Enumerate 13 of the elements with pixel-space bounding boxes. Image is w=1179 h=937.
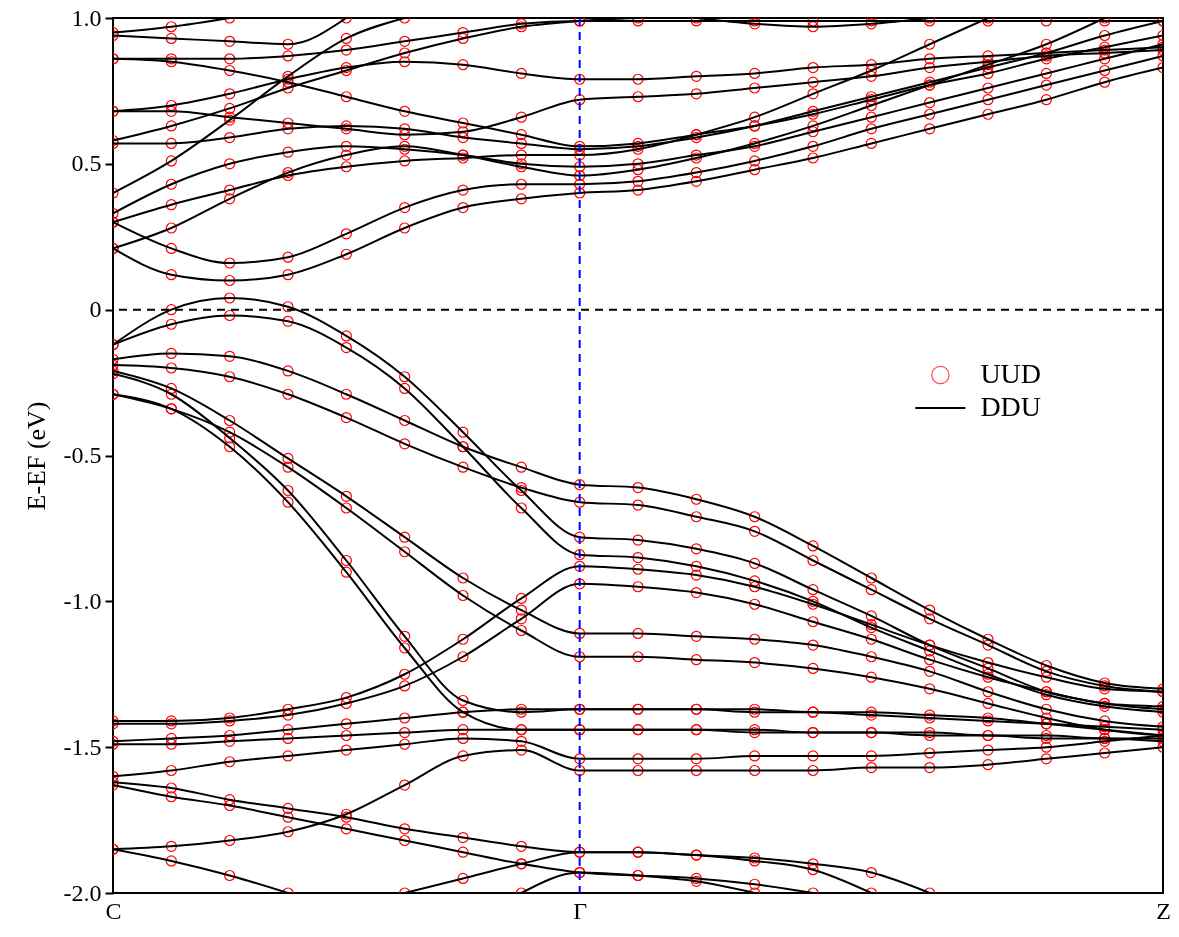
y-tick-label: -1.0 <box>63 587 102 614</box>
y-tick-label: 0.5 <box>71 150 102 177</box>
x-tick-label: C <box>105 897 122 924</box>
y-axis-title: E-EF (eV) <box>21 401 51 511</box>
y-tick-label: 0 <box>89 296 102 323</box>
legend-label: DDU <box>980 391 1042 422</box>
y-tick-label: -1.5 <box>63 733 102 760</box>
legend-label: UUD <box>980 358 1042 389</box>
x-tick-label: Z <box>1156 897 1171 924</box>
x-tick-label: Γ <box>573 897 588 924</box>
y-tick-label: -0.5 <box>63 442 102 468</box>
y-tick-label: 1.0 <box>71 4 102 31</box>
y-tick-label: -2.0 <box>63 879 102 906</box>
